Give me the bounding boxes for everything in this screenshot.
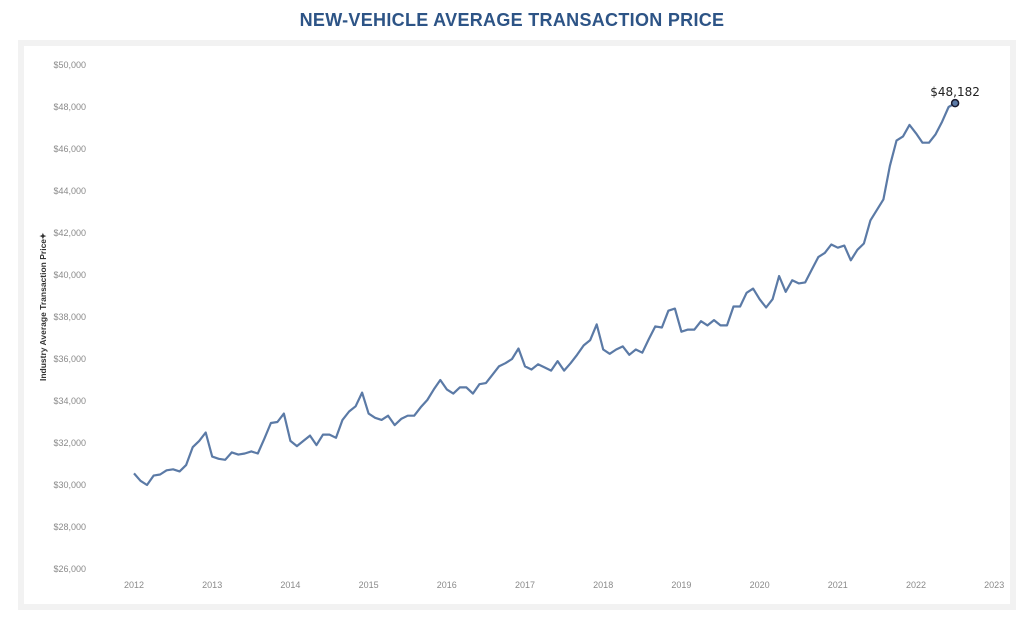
x-tick-label: 2014 [280, 580, 300, 590]
y-tick-label: $48,000 [53, 102, 86, 112]
y-tick-label: $42,000 [53, 228, 86, 238]
y-tick-label: $30,000 [53, 480, 86, 490]
x-tick-label: 2016 [437, 580, 457, 590]
y-tick-label: $32,000 [53, 438, 86, 448]
x-tick-label: 2017 [515, 580, 535, 590]
y-tick-label: $40,000 [53, 270, 86, 280]
x-tick-label: 2021 [828, 580, 848, 590]
x-tick-label: 2012 [124, 580, 144, 590]
y-axis-label: Industry Average Transaction Price [38, 239, 48, 381]
y-tick-label: $28,000 [53, 522, 86, 532]
y-tick-label: $36,000 [53, 354, 86, 364]
x-tick-label: 2019 [671, 580, 691, 590]
plot-background [24, 46, 1010, 604]
x-tick-label: 2018 [593, 580, 613, 590]
y-tick-label: $26,000 [53, 564, 86, 574]
y-tick-label: $46,000 [53, 144, 86, 154]
x-tick-label: 2013 [202, 580, 222, 590]
price-line [133, 102, 956, 487]
x-tick-label: 2023 [984, 580, 1004, 590]
last-point-marker [950, 98, 960, 108]
x-tick-label: 2020 [750, 580, 770, 590]
y-tick-label: $50,000 [53, 60, 86, 70]
chart-title: NEW-VEHICLE AVERAGE TRANSACTION PRICE [299, 10, 725, 30]
x-tick-label: 2015 [359, 580, 379, 590]
y-tick-label: $34,000 [53, 396, 86, 406]
y-tick-label: $44,000 [53, 186, 86, 196]
sort-icon: ✦ [38, 232, 48, 240]
y-tick-label: $38,000 [53, 312, 86, 322]
data-label: $48,182 [930, 85, 980, 99]
x-tick-label: 2022 [906, 580, 926, 590]
